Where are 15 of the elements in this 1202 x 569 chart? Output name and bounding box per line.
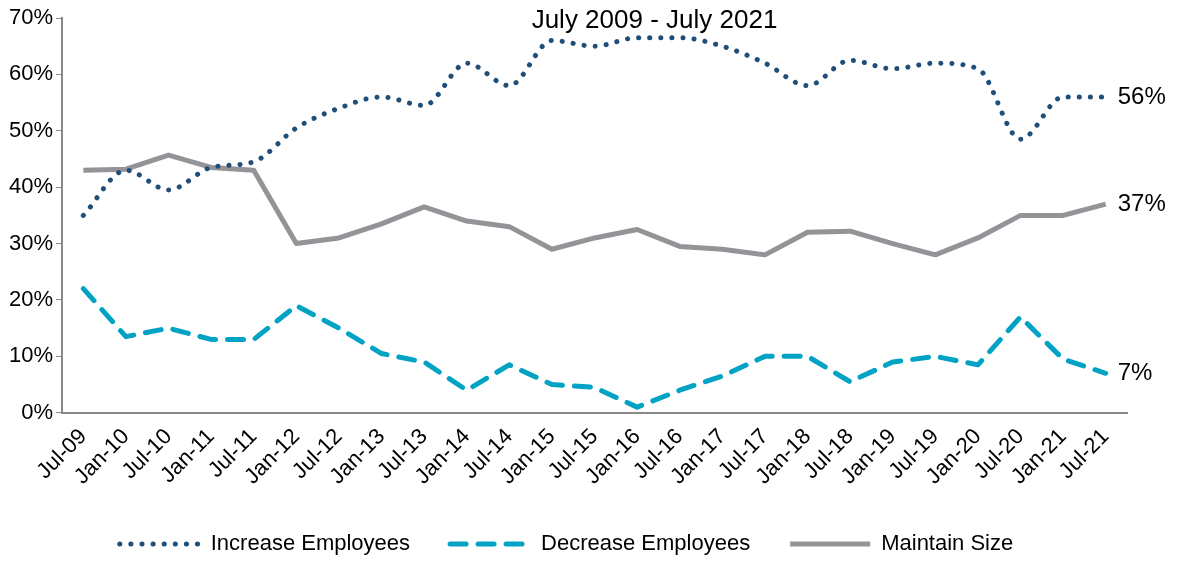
y-tick-label: 30% bbox=[8, 229, 54, 255]
legend-label: Increase Employees bbox=[210, 530, 411, 556]
y-tick-label: 0% bbox=[21, 398, 54, 424]
legend-label: Decrease Employees bbox=[541, 530, 751, 556]
data-label: 37% bbox=[1117, 188, 1166, 216]
y-tick-label: 10% bbox=[8, 342, 54, 368]
y-tick-label: 50% bbox=[8, 116, 54, 142]
y-tick-label: 40% bbox=[8, 173, 54, 199]
legend-label: Maintain Size bbox=[881, 530, 1014, 556]
chart-title: July 2009 - July 2021 bbox=[531, 4, 778, 35]
data-label: 56% bbox=[1117, 81, 1166, 109]
data-label: 7% bbox=[1117, 357, 1153, 385]
y-tick-label: 20% bbox=[8, 286, 54, 312]
y-tick-label: 70% bbox=[8, 4, 54, 30]
y-tick-label: 60% bbox=[8, 60, 54, 86]
